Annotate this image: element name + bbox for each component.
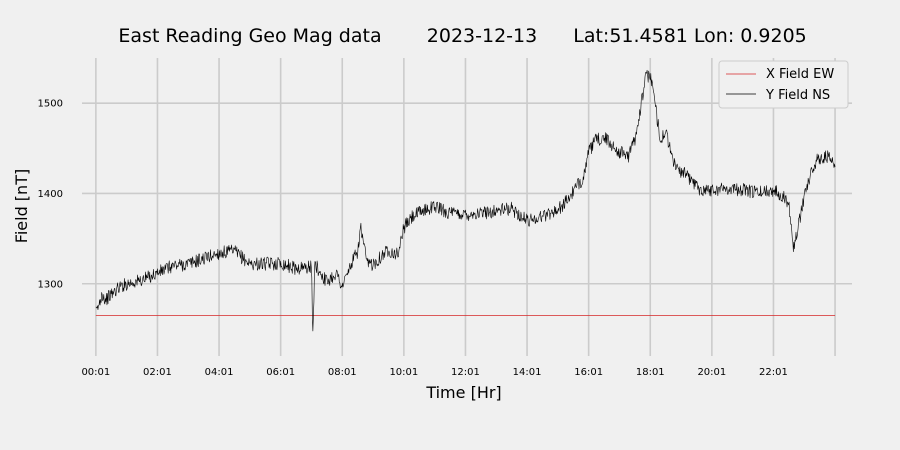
plot-series	[95, 69, 836, 332]
x-tick-label: 02:01	[143, 367, 172, 378]
grid	[82, 58, 852, 356]
chart-title-date: 2023-12-13	[427, 25, 537, 47]
chart-title-location: Lat:51.4581 Lon: 0.9205	[573, 25, 807, 47]
y-tick-label: 1400	[38, 189, 63, 200]
x-tick-label: 18:01	[636, 367, 665, 378]
x-tick-label: 14:01	[513, 367, 542, 378]
x-axis-ticks: 00:01 02:01 04:01 06:01 08:01 10:01 12:01 14:01…	[81, 367, 787, 378]
legend-label-x-field-ew: X Field EW	[766, 67, 834, 82]
x-tick-label: 22:01	[759, 367, 788, 378]
y-axis-label: Field [nT]	[12, 169, 31, 243]
x-tick-label: 20:01	[697, 367, 726, 378]
x-tick-label: 12:01	[451, 367, 480, 378]
chart-title-name: East Reading Geo Mag data	[118, 25, 381, 47]
x-tick-label: 00:01	[81, 367, 110, 378]
legend: X Field EW Y Field NS	[718, 60, 849, 109]
legend-box	[718, 60, 849, 109]
x-tick-label: 10:01	[389, 367, 418, 378]
legend-label-y-field-ns: Y Field NS	[765, 88, 830, 103]
y-tick-label: 1300	[38, 279, 63, 290]
x-tick-label: 04:01	[205, 367, 234, 378]
x-tick-label: 16:01	[574, 367, 603, 378]
y-axis-ticks: 1300 1400 1500	[38, 99, 63, 291]
y-tick-label: 1500	[38, 99, 63, 110]
series-line-y-field-ns	[95, 69, 836, 332]
x-axis-label: Time [Hr]	[425, 383, 501, 402]
x-tick-label: 06:01	[266, 367, 295, 378]
x-tick-label: 08:01	[328, 367, 357, 378]
